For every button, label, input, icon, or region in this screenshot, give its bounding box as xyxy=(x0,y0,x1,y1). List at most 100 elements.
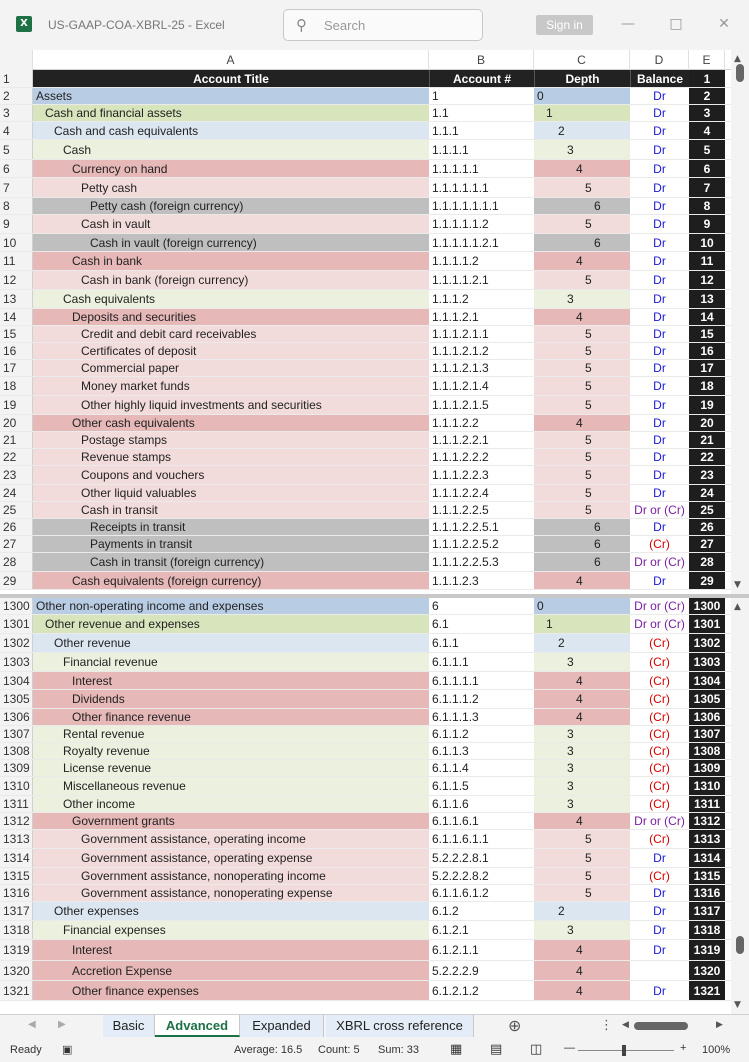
cell-balance[interactable]: (Cr) xyxy=(630,868,689,884)
cell-account-number[interactable]: 1.1.1.1.1 xyxy=(429,160,534,177)
row-number[interactable]: 12 xyxy=(0,271,33,289)
cell-account-number[interactable]: 6.1.1.5 xyxy=(429,777,534,795)
depth-indicator[interactable]: 1319 xyxy=(689,940,725,960)
cell-balance[interactable]: (Cr) xyxy=(630,726,689,742)
depth-indicator[interactable]: 1300 xyxy=(689,598,725,614)
cell-account-title[interactable]: Revenue stamps xyxy=(33,449,429,465)
cell-account-title[interactable]: Other liquid valuables xyxy=(33,485,429,501)
scroll-up-icon[interactable]: ▲ xyxy=(734,602,741,612)
tab-expanded[interactable]: Expanded xyxy=(240,1015,324,1037)
cell-account-title[interactable]: Cash in transit xyxy=(33,502,429,518)
page-break-preview-icon[interactable]: ◫ xyxy=(530,1042,543,1057)
cell-depth[interactable]: 1 xyxy=(534,105,630,121)
depth-indicator[interactable]: 1304 xyxy=(689,672,725,689)
row-number[interactable]: 1317 xyxy=(0,902,33,920)
hscroll-right-icon[interactable]: ▶ xyxy=(716,1020,723,1030)
cell-account-title[interactable]: Other income xyxy=(33,796,429,812)
header-account-title[interactable]: Account Title xyxy=(33,70,429,87)
cell-account-title[interactable]: License revenue xyxy=(33,760,429,776)
cell-account-title[interactable]: Accretion Expense xyxy=(33,961,429,980)
cell-account-number[interactable]: 1.1.1.2.1 xyxy=(429,309,534,325)
depth-indicator[interactable]: 1316 xyxy=(689,885,725,901)
cell-account-number[interactable]: 1.1.1.2.2.5.3 xyxy=(429,553,534,571)
depth-indicator[interactable]: 19 xyxy=(689,396,725,414)
cell-depth[interactable]: 5 xyxy=(534,449,630,465)
cell-account-number[interactable]: 1.1.1.2.3 xyxy=(429,572,534,589)
row-number[interactable]: 8 xyxy=(0,198,33,214)
cell-depth[interactable]: 3 xyxy=(534,743,630,759)
cell-depth[interactable]: 6 xyxy=(534,198,630,214)
depth-indicator[interactable]: 1303 xyxy=(689,653,725,671)
cell-account-number[interactable]: 6.1.1.6.1.1 xyxy=(429,830,534,848)
row-number[interactable]: 1312 xyxy=(0,813,33,829)
cell-depth[interactable]: 4 xyxy=(534,572,630,589)
depth-indicator[interactable]: 1314 xyxy=(689,849,725,867)
row-number[interactable]: 1 xyxy=(0,70,33,87)
row-number[interactable]: 27 xyxy=(0,536,33,552)
zoom-in-icon[interactable]: + xyxy=(680,1042,687,1054)
row-number[interactable]: 1319 xyxy=(0,940,33,960)
cell-account-title[interactable]: Government assistance, nonoperating expe… xyxy=(33,885,429,901)
cell-account-title[interactable]: Other revenue and expenses xyxy=(33,615,429,633)
cell-account-title[interactable]: Commercial paper xyxy=(33,360,429,376)
close-icon[interactable]: ✕ xyxy=(718,16,730,32)
depth-indicator[interactable]: 26 xyxy=(689,519,725,535)
cell-account-number[interactable]: 1.1.1.2.1.1 xyxy=(429,326,534,342)
cell-account-number[interactable]: 1.1 xyxy=(429,105,534,121)
cell-account-number[interactable]: 1.1.1.2.2.3 xyxy=(429,466,534,484)
depth-indicator[interactable]: 29 xyxy=(689,572,725,589)
row-number[interactable]: 28 xyxy=(0,553,33,571)
cell-depth[interactable]: 5 xyxy=(534,377,630,395)
cell-account-title[interactable]: Petty cash (foreign currency) xyxy=(33,198,429,214)
cell-account-number[interactable]: 5.2.2.2.9 xyxy=(429,961,534,980)
cell-depth[interactable]: 4 xyxy=(534,981,630,1000)
cell-account-number[interactable]: 6.1.1.1 xyxy=(429,653,534,671)
tab-prev-icon[interactable]: ◀ xyxy=(28,1019,36,1030)
depth-indicator[interactable]: 6 xyxy=(689,160,725,177)
depth-indicator[interactable]: 25 xyxy=(689,502,725,518)
cell-account-number[interactable]: 5.2.2.2.8.2 xyxy=(429,868,534,884)
row-number[interactable]: 25 xyxy=(0,502,33,518)
cell-account-title[interactable]: Credit and debit card receivables xyxy=(33,326,429,342)
cell-depth[interactable]: 5 xyxy=(534,178,630,197)
cell-account-number[interactable]: 1.1.1.2.1.4 xyxy=(429,377,534,395)
cell-account-title[interactable]: Financial expenses xyxy=(33,921,429,939)
zoom-slider-handle[interactable] xyxy=(622,1045,626,1056)
cell-depth[interactable]: 4 xyxy=(534,415,630,431)
cell-depth[interactable]: 4 xyxy=(534,252,630,270)
cell-balance[interactable]: Dr xyxy=(630,572,689,589)
depth-indicator[interactable]: 8 xyxy=(689,198,725,214)
cell-account-title[interactable]: Cash equivalents xyxy=(33,290,429,308)
cell-account-number[interactable]: 6.1.1.6.1.2 xyxy=(429,885,534,901)
more-options-icon[interactable]: ⋮ xyxy=(600,1018,613,1033)
cell-account-number[interactable]: 1.1.1.1.2 xyxy=(429,252,534,270)
cell-balance[interactable]: Dr xyxy=(630,178,689,197)
cell-depth[interactable]: 5 xyxy=(534,502,630,518)
cell-depth[interactable]: 4 xyxy=(534,709,630,725)
cell-account-title[interactable]: Currency on hand xyxy=(33,160,429,177)
zoom-level[interactable]: 100% xyxy=(702,1044,731,1056)
depth-indicator[interactable]: 13 xyxy=(689,290,725,308)
depth-indicator[interactable]: 1 xyxy=(689,70,725,87)
tab-next-icon[interactable]: ▶ xyxy=(58,1019,66,1030)
cell-depth[interactable]: 5 xyxy=(534,360,630,376)
cell-balance[interactable]: (Cr) xyxy=(630,653,689,671)
cell-account-title[interactable]: Assets xyxy=(33,88,429,104)
vertical-scrollbar-bottom[interactable]: ▲ ▼ xyxy=(731,598,749,1014)
column-header-a[interactable]: A xyxy=(33,50,429,70)
cell-depth[interactable]: 4 xyxy=(534,813,630,829)
cell-balance[interactable]: (Cr) xyxy=(630,777,689,795)
cell-depth[interactable]: 4 xyxy=(534,672,630,689)
cell-depth[interactable]: 4 xyxy=(534,940,630,960)
cell-account-number[interactable]: 1.1.1.2.1.5 xyxy=(429,396,534,414)
depth-indicator[interactable]: 24 xyxy=(689,485,725,501)
cell-account-title[interactable]: Government assistance, operating income xyxy=(33,830,429,848)
cell-balance[interactable]: Dr xyxy=(630,234,689,251)
scroll-down-icon[interactable]: ▼ xyxy=(734,580,741,590)
page-layout-icon[interactable]: ▤ xyxy=(490,1042,503,1057)
cell-balance[interactable]: Dr xyxy=(630,343,689,359)
cell-account-title[interactable]: Cash in transit (foreign currency) xyxy=(33,553,429,571)
top-pane[interactable]: 1 Account Title Account # Depth Balance 1 2 Ass… xyxy=(0,70,731,594)
cell-account-number[interactable]: 1.1.1.1.2.1 xyxy=(429,271,534,289)
cell-depth[interactable]: 5 xyxy=(534,271,630,289)
